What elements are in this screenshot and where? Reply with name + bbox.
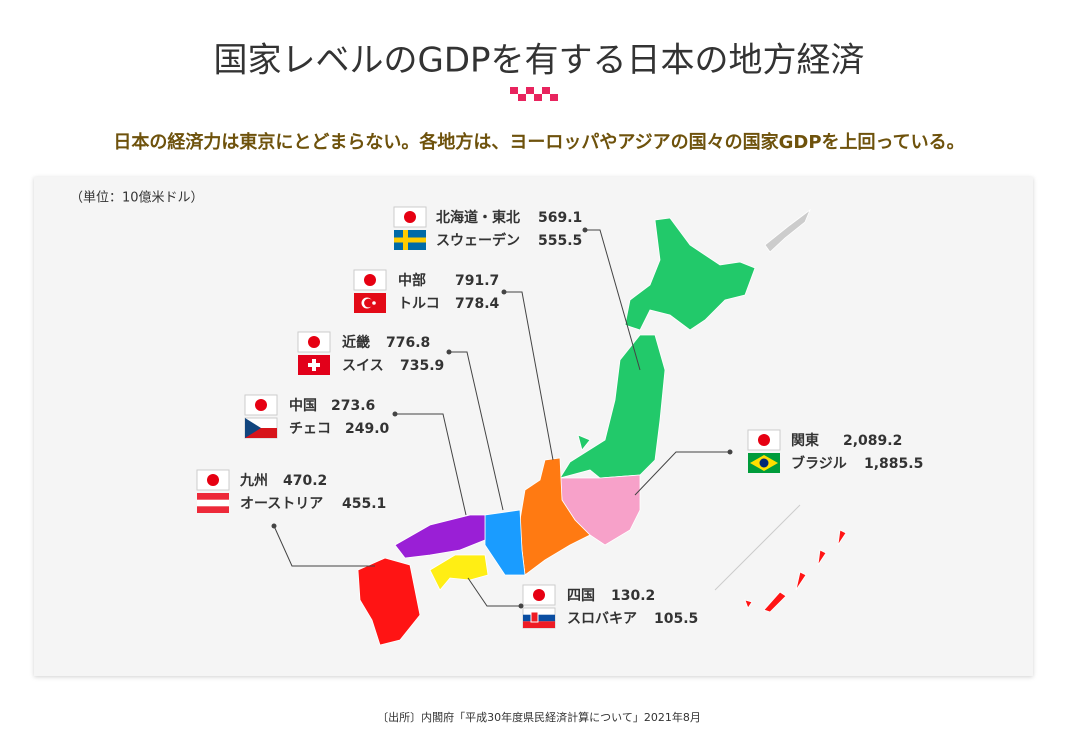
flag — [353, 269, 387, 291]
unit-label: （単位：10億米ドル） — [70, 190, 204, 206]
region-gdp: 791.7 — [455, 273, 499, 289]
shikoku — [429, 554, 489, 591]
leader-line — [585, 229, 641, 371]
country-name: チェコ — [289, 421, 331, 437]
region-gdp: 2,089.2 — [843, 433, 902, 449]
country-gdp: 735.9 — [400, 358, 444, 374]
flag-part — [364, 274, 376, 286]
kuril-islands — [764, 208, 811, 253]
japan-map — [357, 208, 847, 646]
leader-dot — [501, 289, 507, 295]
region-name: 北海道・東北 — [436, 209, 520, 226]
flag — [747, 429, 781, 451]
flag — [522, 607, 556, 629]
sado — [577, 434, 591, 451]
flag — [196, 469, 230, 491]
kinki — [484, 509, 526, 576]
flag-part — [372, 301, 376, 305]
region-name: 近畿 — [342, 334, 370, 351]
flag — [244, 417, 278, 439]
leader-line — [467, 577, 521, 607]
flag — [522, 584, 556, 606]
leader-line — [634, 451, 730, 496]
leader-dot — [271, 523, 277, 529]
country-gdp: 555.5 — [538, 233, 582, 249]
flag — [298, 355, 330, 375]
country-gdp: 455.1 — [342, 496, 386, 512]
leader-line — [395, 413, 467, 516]
country-name: ブラジル — [791, 455, 847, 472]
country-gdp: 105.5 — [654, 611, 698, 627]
flag — [197, 493, 229, 513]
region-gdp: 273.6 — [331, 398, 375, 414]
kyushu — [357, 557, 421, 646]
region-name: 九州 — [239, 473, 268, 489]
flag-part — [308, 363, 320, 367]
flag — [748, 453, 780, 473]
country-name: スロバキア — [567, 611, 637, 627]
region-name: 中部 — [398, 272, 426, 289]
title-decoration — [510, 87, 558, 101]
country-name: トルコ — [398, 296, 440, 312]
region-name: 四国 — [567, 588, 595, 604]
leader-line — [449, 351, 504, 511]
region-gdp: 776.8 — [386, 335, 430, 351]
flag-part — [364, 298, 373, 308]
subtitle: 日本の経済力は東京にとどまらない。各地方は、ヨーロッパやアジアの国々の国家GDP… — [113, 131, 964, 153]
flag — [244, 394, 278, 416]
flag-part — [404, 211, 416, 223]
country-gdp: 249.0 — [345, 421, 390, 437]
flag-part — [394, 237, 426, 243]
leader-dot — [727, 449, 733, 455]
country-name: スイス — [342, 358, 384, 374]
region-name: 中国 — [289, 397, 317, 414]
flag-part — [530, 611, 539, 623]
leader-line — [273, 525, 375, 567]
chugoku — [394, 514, 486, 559]
region-gdp: 130.2 — [611, 588, 655, 604]
country-name: スウェーデン — [436, 232, 520, 249]
region-name: 関東 — [791, 432, 819, 449]
flag-part — [308, 336, 320, 348]
leader-dot — [446, 349, 452, 355]
inset-divider — [714, 504, 801, 591]
leader-line — [504, 291, 554, 461]
flag-part — [197, 499, 229, 507]
flag — [394, 230, 426, 250]
flag-part — [759, 458, 769, 468]
region-gdp: 569.1 — [538, 210, 582, 226]
flag-part — [245, 428, 277, 438]
title: 国家レベルのGDPを有する日本の地方経済 — [213, 41, 864, 81]
flag — [354, 293, 386, 313]
chubu — [519, 457, 591, 576]
leader-dot — [518, 603, 524, 609]
flag-part — [523, 621, 555, 628]
flag-part — [245, 418, 261, 438]
flag — [297, 331, 331, 353]
source: 〔出所〕内閣府「平成30年度県民経済計算について」2021年8月 — [377, 710, 701, 724]
flag-part — [255, 399, 267, 411]
leader-dot — [582, 227, 588, 233]
country-gdp: 778.4 — [455, 296, 500, 312]
flag-part — [207, 474, 219, 486]
region-gdp: 470.2 — [283, 473, 327, 489]
flag-part — [533, 589, 545, 601]
hokkaido — [624, 217, 756, 331]
country-gdp: 1,885.5 — [864, 456, 923, 472]
tohoku — [559, 334, 666, 479]
flag — [393, 206, 427, 228]
flag-part — [758, 434, 770, 446]
leader-dot — [392, 411, 398, 417]
okinawa — [744, 529, 847, 613]
flag-part — [523, 614, 555, 622]
country-name: オーストリア — [240, 496, 323, 512]
